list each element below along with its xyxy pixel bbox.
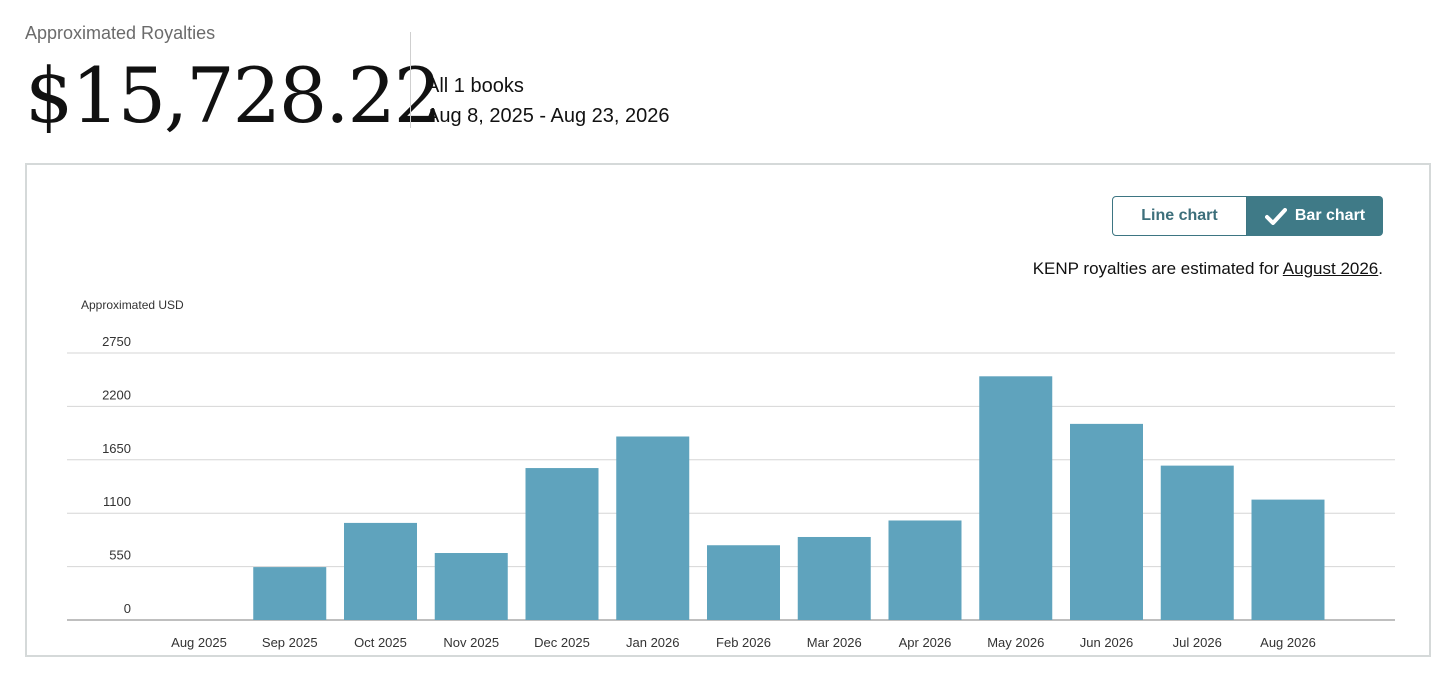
x-tick-label: Aug 2025 <box>171 635 227 650</box>
summary-label: Approximated Royalties <box>25 23 216 43</box>
y-tick-label: 2750 <box>102 334 131 349</box>
bar-chart-label: Bar chart <box>1294 207 1366 224</box>
date-range-text: Aug 8, 2025 - Aug 23, 2026 <box>426 105 670 127</box>
bar[interactable] <box>434 553 508 620</box>
chart-panel: Approximated USD 0 550 1100 1650 2200 2750 Aug … <box>25 163 1431 657</box>
kenp-note-period: . <box>1378 259 1383 278</box>
bar[interactable] <box>525 468 599 620</box>
x-tick-label: Oct 2025 <box>354 635 407 650</box>
checkmark-icon <box>1264 207 1287 225</box>
bar[interactable] <box>1070 423 1143 620</box>
x-tick-label: Sep 2025 <box>262 635 318 650</box>
bar[interactable] <box>979 376 1053 620</box>
bar[interactable] <box>1160 465 1234 620</box>
y-tick-label: 1100 <box>103 494 131 509</box>
x-tick-label: Aug 2026 <box>1260 635 1316 650</box>
royalties-bar-chart: Approximated USD 0 550 1100 1650 2200 2750 Aug … <box>67 298 1395 650</box>
bar[interactable] <box>707 545 780 620</box>
books-filter-text: All 1 books <box>426 75 524 97</box>
bar[interactable] <box>253 567 327 620</box>
royalties-amount: $15,728.22 <box>25 51 442 140</box>
y-axis-label: Approximated USD <box>81 298 184 312</box>
x-tick-label: Jun 2026 <box>1080 635 1134 650</box>
x-tick-label: Nov 2025 <box>443 635 499 650</box>
x-tick-label: May 2026 <box>987 635 1044 650</box>
x-tick-label: Feb 2026 <box>716 635 771 650</box>
y-tick-label: 0 <box>124 601 131 616</box>
x-tick-label: Mar 2026 <box>807 635 862 650</box>
y-tick-label: 1650 <box>102 441 131 456</box>
x-tick-label: Dec 2025 <box>534 635 590 650</box>
bar[interactable] <box>1251 499 1325 620</box>
kenp-note: KENP royalties are estimated for August … <box>1033 259 1383 279</box>
summary-divider <box>410 32 411 128</box>
bar[interactable] <box>888 520 962 620</box>
bar[interactable] <box>797 536 871 620</box>
kenp-month-link[interactable]: August 2026 <box>1282 259 1379 278</box>
bar[interactable] <box>344 522 417 620</box>
y-tick-label: 550 <box>109 548 131 563</box>
x-tick-label: Jan 2026 <box>626 635 680 650</box>
chart-type-toggle: Line chart Bar chart <box>1112 196 1383 236</box>
line-chart-button[interactable]: Line chart <box>1112 196 1247 236</box>
kenp-note-text: KENP royalties are estimated for <box>1032 259 1283 278</box>
x-tick-label: Apr 2026 <box>899 635 952 650</box>
x-tick-label: Jul 2026 <box>1173 635 1222 650</box>
y-tick-label: 2200 <box>102 387 131 402</box>
line-chart-label: Line chart <box>1141 207 1218 224</box>
bar[interactable] <box>616 436 690 620</box>
bar-chart-button[interactable]: Bar chart <box>1247 196 1383 236</box>
royalties-summary: Approximated Royalties $15,728.22 All 1 … <box>25 22 1125 140</box>
